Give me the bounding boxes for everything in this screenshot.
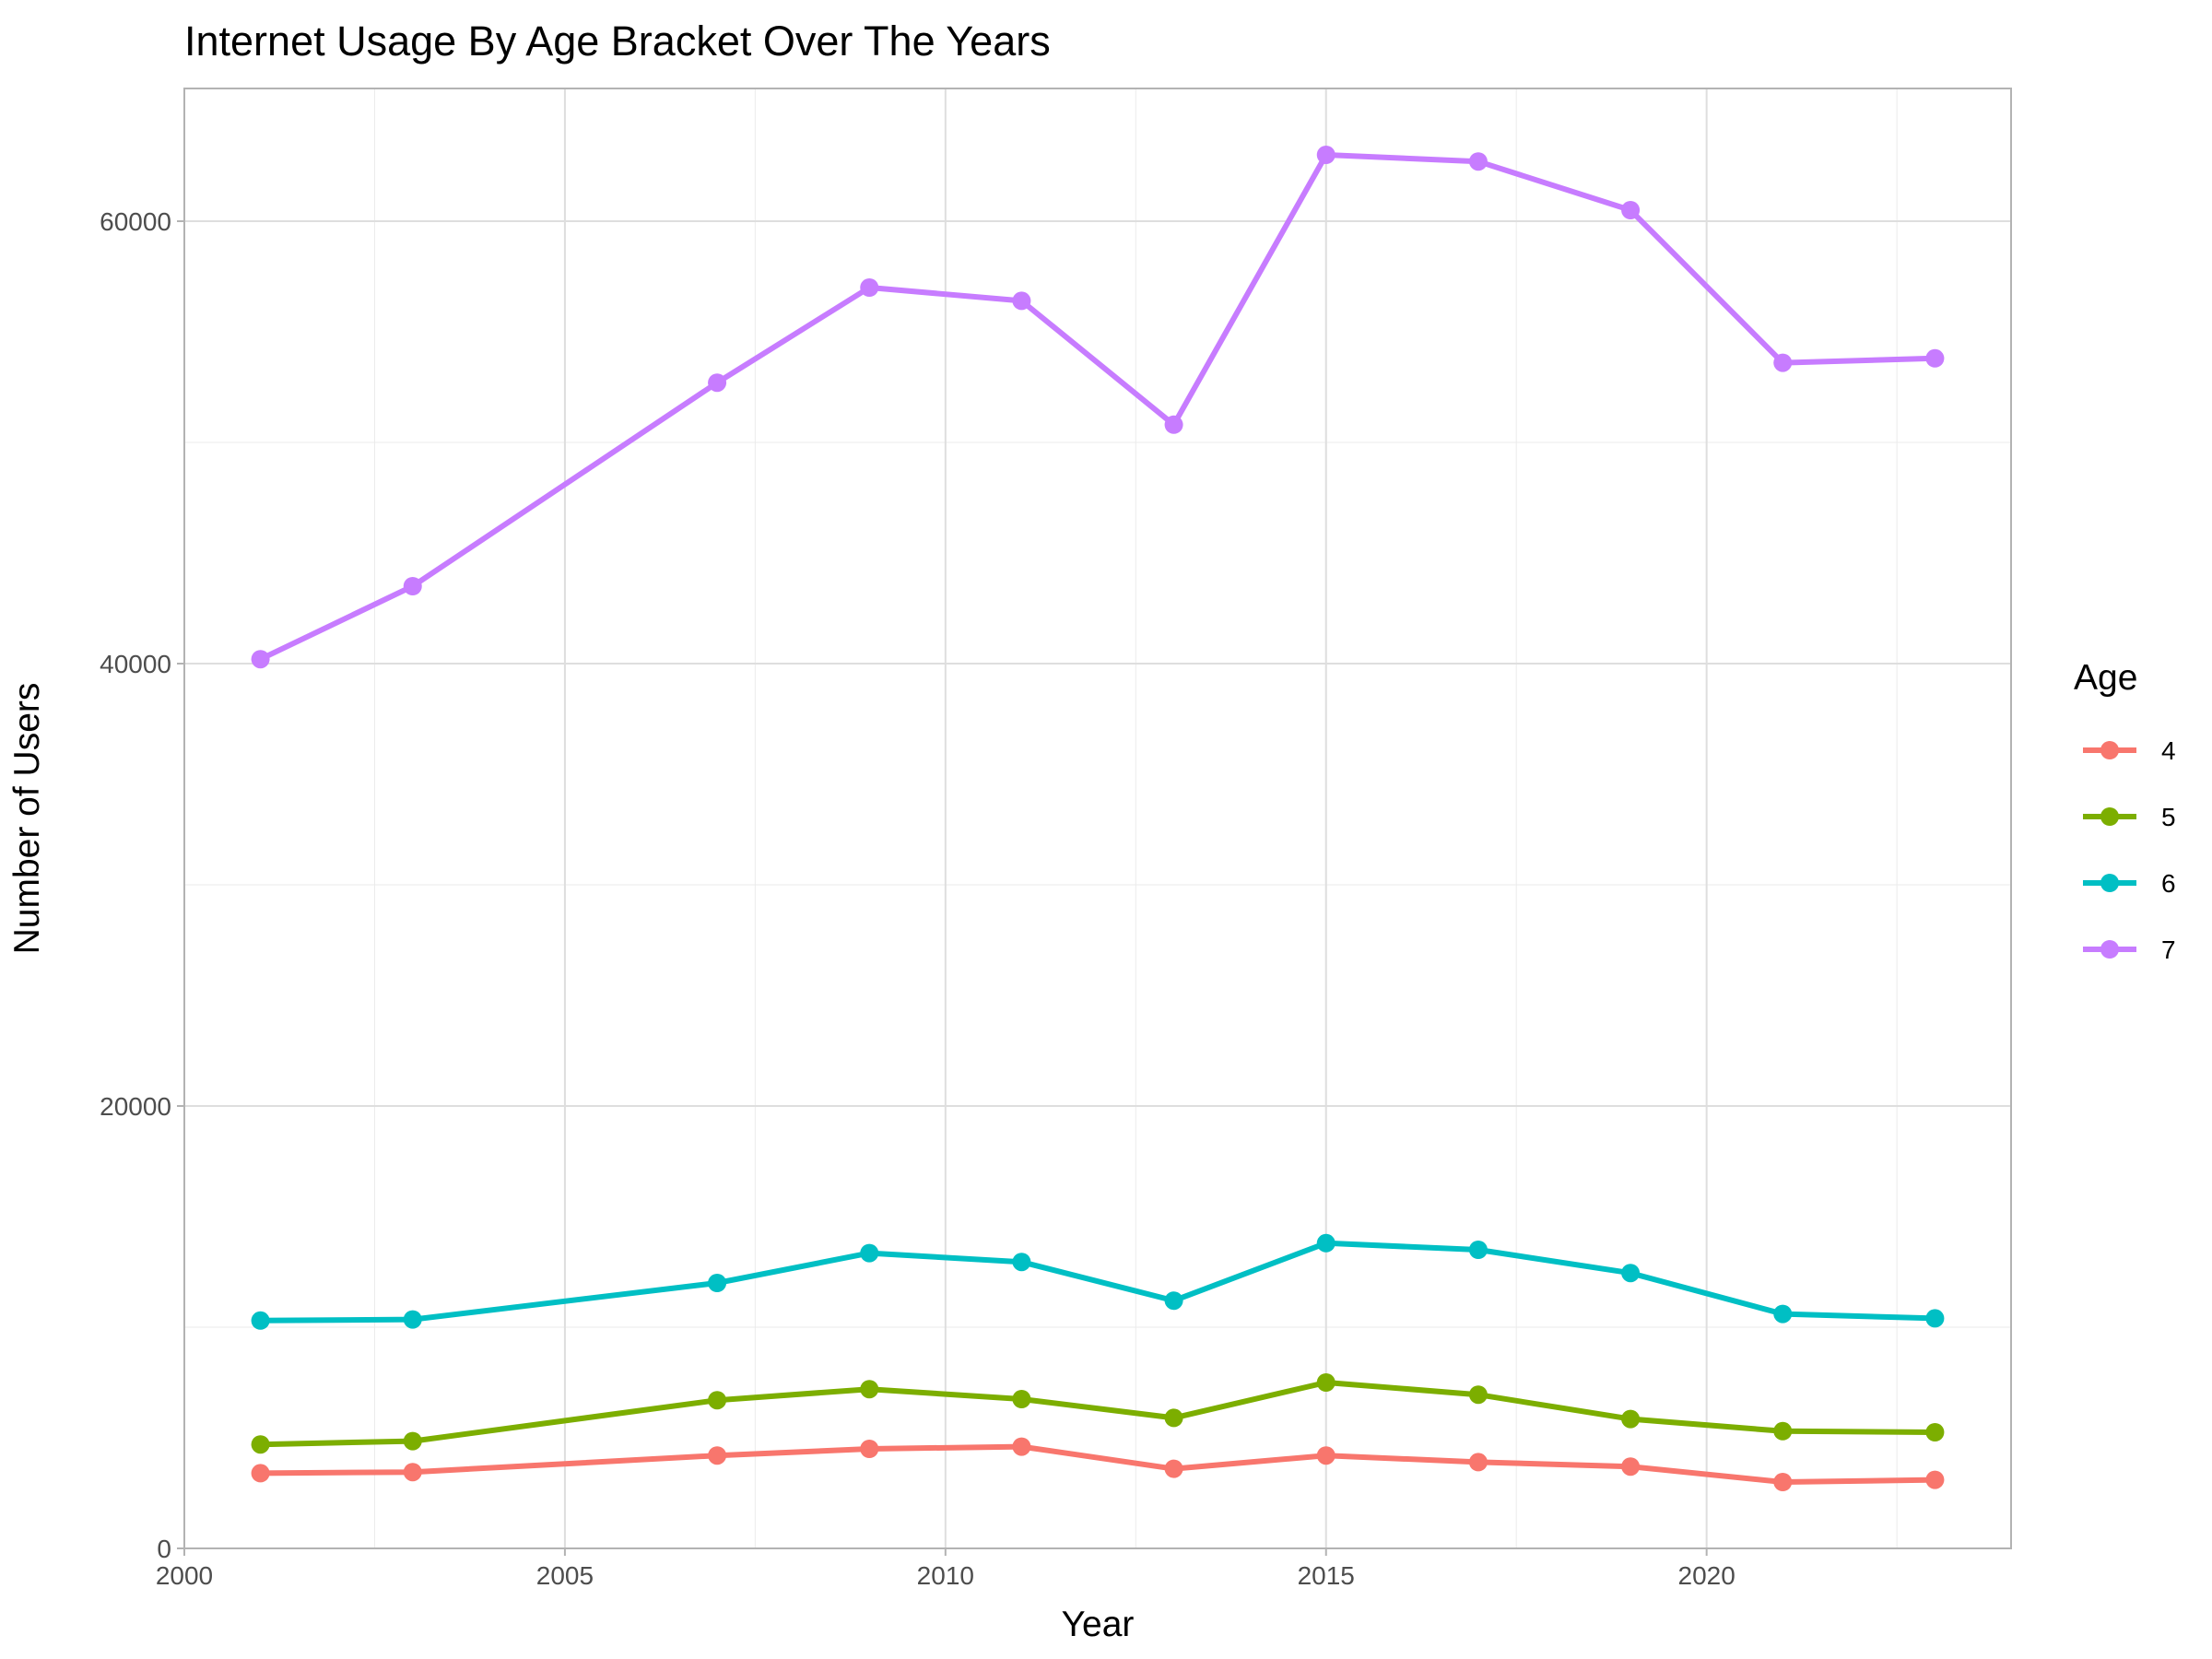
data-point (403, 1310, 422, 1329)
data-point (1621, 201, 1641, 219)
series-age-5 (251, 1373, 1945, 1454)
legend-item-6: 6 (2083, 869, 2176, 898)
data-point (1316, 1233, 1335, 1253)
axis-ticks: 2000 2005 2010 2015 2020 0 20000 40000 60000 (100, 207, 1735, 1590)
data-point (1316, 146, 1335, 164)
data-point (1164, 1408, 1183, 1428)
x-tick-label: 2005 (536, 1561, 594, 1590)
chart-title: Internet Usage By Age Bracket Over The Y… (184, 18, 1051, 65)
y-tick-label: 20000 (100, 1092, 171, 1121)
legend-item-4: 4 (2083, 736, 2176, 765)
y-tick-label: 40000 (100, 650, 171, 678)
data-point (1012, 1437, 1031, 1456)
data-point (1316, 1446, 1335, 1465)
series-line (257, 1380, 1938, 1448)
plot-panel-border (183, 88, 2012, 1549)
data-point (1012, 1253, 1031, 1272)
data-point (251, 650, 270, 669)
data-point (1925, 1470, 1945, 1489)
legend-item-5: 5 (2083, 803, 2176, 831)
data-point (251, 1311, 270, 1330)
data-point (708, 373, 727, 393)
data-point (708, 1446, 727, 1465)
data-point (1164, 1291, 1183, 1311)
data-point (1164, 415, 1183, 434)
y-axis-title: Number of Users (7, 683, 47, 955)
x-tick-label: 2000 (156, 1561, 213, 1590)
data-point (860, 1243, 879, 1263)
data-point (1012, 291, 1031, 311)
series-age-6 (251, 1233, 1945, 1330)
data-point (1621, 1457, 1641, 1477)
data-point (251, 1464, 270, 1483)
series-age-4 (251, 1437, 1945, 1491)
data-point (1925, 348, 1945, 368)
data-point (860, 1380, 879, 1399)
data-point (1012, 1390, 1031, 1408)
y-tick-label: 60000 (100, 207, 171, 236)
data-point (860, 278, 879, 297)
data-point (1468, 1385, 1488, 1405)
x-tick-label: 2020 (1678, 1561, 1735, 1590)
data-point (1773, 1473, 1793, 1491)
data-point (1773, 1421, 1793, 1441)
legend: Age 4 5 6 7 (2074, 658, 2176, 964)
y-tick-label: 0 (157, 1535, 171, 1563)
data-point (1316, 1373, 1335, 1392)
legend-key-point (2100, 807, 2119, 826)
data-point (1621, 1264, 1641, 1283)
legend-key-point (2100, 940, 2119, 959)
data-point (1773, 353, 1793, 372)
legend-key-point (2100, 874, 2119, 892)
legend-label: 6 (2161, 869, 2176, 898)
data-point (1468, 1241, 1488, 1259)
data-point (1468, 1453, 1488, 1472)
data-point (403, 1463, 422, 1482)
series-layer (251, 146, 1945, 1491)
data-point (251, 1435, 270, 1454)
data-point (708, 1391, 727, 1410)
data-point (708, 1274, 727, 1292)
data-point (1468, 152, 1488, 171)
x-tick-label: 2010 (917, 1561, 974, 1590)
x-tick-label: 2015 (1298, 1561, 1355, 1590)
series-line (257, 1443, 1938, 1485)
series-age-7 (251, 146, 1945, 669)
data-point (860, 1440, 879, 1458)
series-line (257, 1240, 1938, 1324)
data-point (1773, 1304, 1793, 1324)
data-point (1925, 1423, 1945, 1441)
legend-title: Age (2074, 658, 2137, 698)
legend-label: 7 (2161, 935, 2176, 964)
legend-label: 4 (2161, 736, 2176, 765)
major-gridlines (183, 88, 2011, 1549)
legend-label: 5 (2161, 803, 2176, 831)
data-point (1621, 1409, 1641, 1429)
legend-key-point (2100, 741, 2119, 759)
data-point (1925, 1309, 1945, 1328)
x-axis-title: Year (1062, 1605, 1135, 1644)
data-point (403, 1431, 422, 1451)
legend-item-7: 7 (2083, 935, 2176, 964)
minor-gridlines (184, 88, 2011, 1548)
data-point (403, 577, 422, 595)
series-line (257, 152, 1938, 663)
data-point (1164, 1459, 1183, 1478)
